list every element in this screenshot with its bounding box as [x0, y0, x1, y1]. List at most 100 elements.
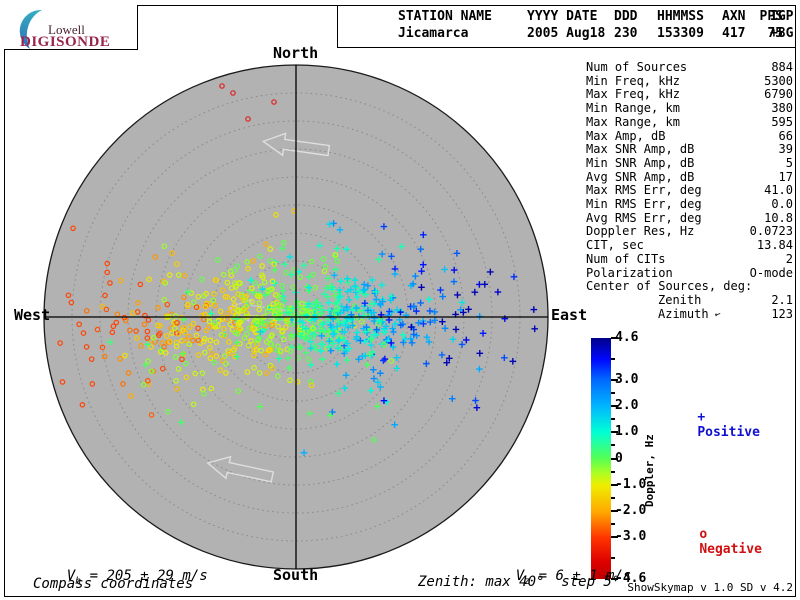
header-field-value: 153309: [657, 26, 704, 41]
compass-label-south: South: [273, 566, 319, 584]
colorbar-tick-label: -3.0: [615, 529, 647, 545]
param-value: 123: [771, 306, 793, 321]
param-value: 5300: [764, 73, 793, 88]
colorbar-tick-label: 4.6: [615, 330, 639, 345]
zenith-settings-note: Zenith: max 40° step 5°: [418, 574, 621, 590]
param-value: 41.0: [764, 183, 793, 198]
colorbar-major-tick: [611, 509, 618, 512]
param-value: 2: [785, 251, 793, 266]
colorbar-major-tick: [611, 578, 618, 580]
software-version: ShowSkymap v 1.0 SD v 4.2: [627, 581, 793, 594]
header-column: IGP +8G: [770, 9, 793, 43]
header-column: DDD 230: [614, 9, 654, 43]
param-value: 2.1: [771, 292, 793, 307]
param-value: 595: [771, 114, 793, 129]
param-row: Num of Sources 884: [586, 60, 793, 75]
param-label: Avg SNR Amp, dB: [586, 169, 695, 184]
horizontal-velocity-readout: Vh = 205 ± 29 m/s: [66, 568, 208, 587]
colorbar-major-tick: [611, 405, 618, 408]
station-header-box: [337, 5, 795, 48]
param-label: Center of Sources, deg:: [586, 279, 753, 294]
colorbar-minor-tick: [611, 522, 615, 525]
colorbar-tick-label: 1.0: [615, 424, 639, 440]
param-label: Min Freq, kHz: [586, 73, 680, 88]
param-label: Max Range, km: [586, 114, 680, 129]
doppler-colorbar: [591, 338, 611, 579]
legend-positive-label: Positive: [697, 425, 760, 440]
header-column: YYYY DATE 2005 Aug18: [527, 9, 612, 43]
param-label: Avg RMS Err, deg: [586, 210, 702, 225]
param-value: 13.84: [756, 238, 793, 253]
param-value: 0.0723: [749, 224, 793, 239]
measurement-params-panel: Num of Sources 884 Min Freq, kHz 5300 Max Fr…: [586, 60, 793, 323]
compass-label-east: East: [551, 306, 588, 324]
param-value: 66: [778, 128, 793, 143]
param-row: Zenith 2.1: [586, 292, 793, 308]
param-row: Azimuth ← 123: [586, 306, 793, 323]
logo-text-lowell: Lowell: [48, 22, 85, 37]
colorbar-minor-tick: [611, 418, 615, 421]
param-row: Num of CITs 2: [586, 251, 793, 267]
header-field-label: DDD: [614, 9, 638, 24]
param-label: Polarization: [586, 265, 673, 280]
header-field-label: STATION NAME: [398, 9, 492, 24]
param-row: Max Amp, dB 66: [586, 128, 793, 144]
header-field-value: 417: [722, 26, 746, 41]
header-field-value: 2005 Aug18: [527, 26, 606, 41]
lowell-digisonde-logo: Lowell DIGISONDE: [4, 5, 138, 50]
param-row: CIT, sec 13.84: [586, 238, 793, 253]
param-value: 10.8: [764, 210, 793, 225]
colorbar-minor-tick: [611, 496, 615, 499]
param-value: 0.0: [771, 197, 793, 212]
colorbar-tick-label: 0: [615, 450, 623, 466]
param-value: O-mode: [749, 265, 793, 280]
azimuth-arrow-icon: ←: [707, 308, 722, 323]
colorbar-major-tick: [611, 536, 618, 539]
param-row: Avg RMS Err, deg 10.8: [586, 210, 793, 226]
param-label: Zenith: [658, 292, 702, 307]
legend-positive: + Positive: [666, 395, 760, 455]
legend-negative-label: Negative: [699, 542, 762, 557]
param-label: CIT, sec: [586, 238, 644, 253]
colorbar-minor-tick: [611, 470, 615, 473]
colorbar-tick-label: -2.0: [615, 502, 647, 518]
param-label: Azimuth ←: [658, 306, 722, 323]
logo-text-digisonde: DIGISONDE: [20, 34, 111, 50]
colorbar-axis-label: Doppler, Hz: [643, 434, 656, 507]
coordinate-system-note: Compass coordinates: [33, 576, 194, 592]
header-field-value: +8G: [770, 26, 794, 41]
param-value: 5: [785, 155, 793, 170]
param-value: 17: [778, 169, 793, 184]
colorbar-tick-label: 2.0: [615, 398, 639, 414]
header-field-label: AXN: [722, 9, 746, 24]
colorbar-major-tick: [611, 378, 618, 381]
param-row: Min Freq, kHz 5300: [586, 73, 793, 89]
param-row: Center of Sources, deg:: [586, 280, 793, 294]
window-border: [4, 5, 796, 597]
header-field-label: HHMMSS: [657, 9, 704, 24]
header-field-value: 230: [614, 26, 638, 41]
colorbar-major-tick: [611, 483, 618, 486]
compass-label-west: West: [14, 306, 51, 324]
param-row: Max SNR Amp, dB 39: [586, 143, 793, 157]
param-label: Max Freq, kHz: [586, 87, 680, 102]
param-value: 884: [771, 60, 793, 74]
param-label: Max Amp, dB: [586, 128, 666, 143]
param-row: Min SNR Amp, dB 5: [586, 155, 793, 171]
colorbar-tick-label: -4.6: [615, 571, 647, 586]
header-column: AXN 417: [722, 9, 755, 43]
param-label: Min Range, km: [586, 101, 680, 116]
compass-label-north: North: [273, 44, 319, 62]
header-field-value: Jicamarca: [398, 26, 469, 41]
plus-marker-icon: +: [697, 410, 713, 425]
param-row: Doppler Res, Hz 0.0723: [586, 225, 793, 239]
param-label: Doppler Res, Hz: [586, 224, 695, 239]
param-label: Max RMS Err, deg: [586, 183, 702, 198]
param-label: Min RMS Err, deg: [586, 197, 702, 212]
header-column: STATION NAME Jicamarca: [398, 9, 523, 43]
vertical-velocity-readout: Vz = 6 ± 1 m/s: [515, 568, 632, 587]
param-row: Max Freq, kHz 6790: [586, 88, 793, 102]
legend-negative: o Negative: [668, 512, 762, 572]
